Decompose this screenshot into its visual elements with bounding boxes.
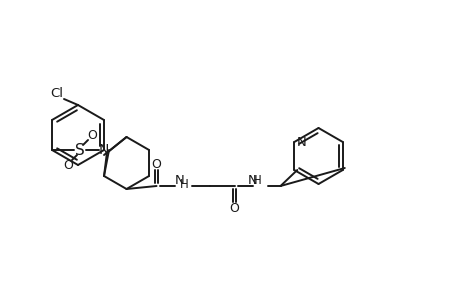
Text: S: S [75, 142, 85, 158]
Text: N: N [247, 173, 257, 187]
Text: O: O [87, 128, 97, 142]
Text: O: O [151, 158, 161, 170]
Text: Cl: Cl [50, 86, 63, 100]
Text: N: N [296, 136, 306, 148]
Text: H: H [180, 178, 189, 190]
Text: N: N [99, 143, 109, 157]
Text: O: O [63, 158, 73, 172]
Text: N: N [174, 173, 184, 187]
Text: O: O [229, 202, 239, 214]
Text: H: H [252, 173, 261, 187]
